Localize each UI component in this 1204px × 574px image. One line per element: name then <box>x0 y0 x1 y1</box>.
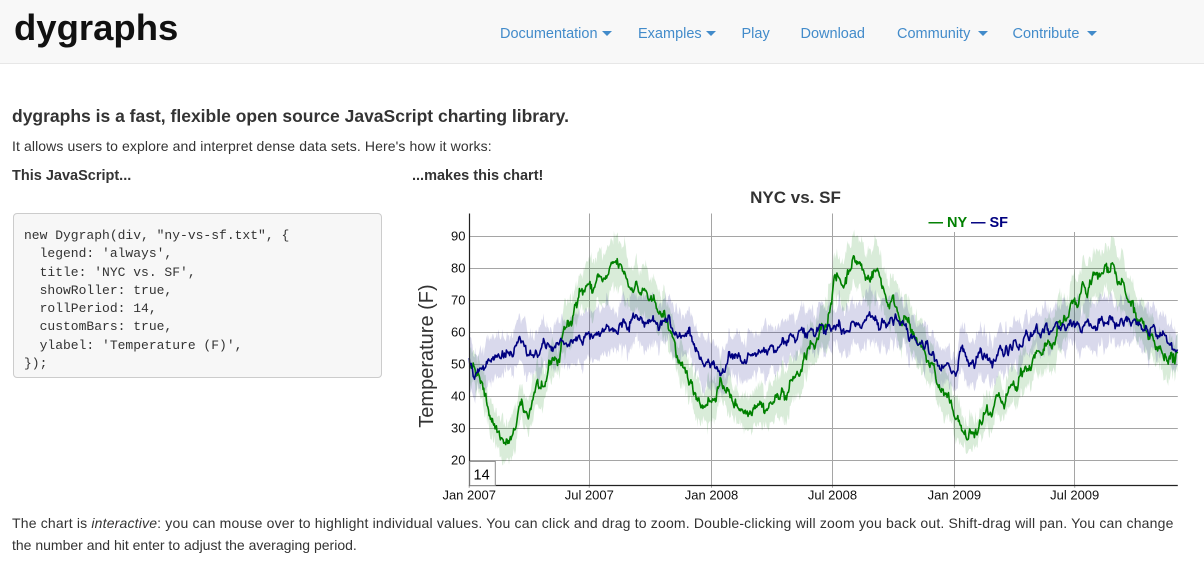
svg-text:— NY — SF: — NY — SF <box>929 215 1009 231</box>
svg-text:80: 80 <box>451 261 465 276</box>
svg-text:20: 20 <box>451 453 465 468</box>
svg-text:Temperature (F): Temperature (F) <box>416 284 438 427</box>
svg-text:Jan 2009: Jan 2009 <box>928 488 982 503</box>
svg-text:90: 90 <box>451 229 465 244</box>
svg-text:50: 50 <box>451 357 465 372</box>
svg-text:Jul 2007: Jul 2007 <box>565 488 614 503</box>
svg-text:Jan 2007: Jan 2007 <box>442 488 496 503</box>
svg-text:40: 40 <box>451 389 465 404</box>
svg-text:NYC vs. SF: NYC vs. SF <box>750 188 841 207</box>
svg-text:Jul 2008: Jul 2008 <box>808 488 857 503</box>
svg-text:14: 14 <box>474 468 490 484</box>
svg-text:Jan 2008: Jan 2008 <box>685 488 739 503</box>
svg-text:30: 30 <box>451 421 465 436</box>
svg-text:Jul 2009: Jul 2009 <box>1050 488 1099 503</box>
svg-text:70: 70 <box>451 293 465 308</box>
svg-text:60: 60 <box>451 325 465 340</box>
